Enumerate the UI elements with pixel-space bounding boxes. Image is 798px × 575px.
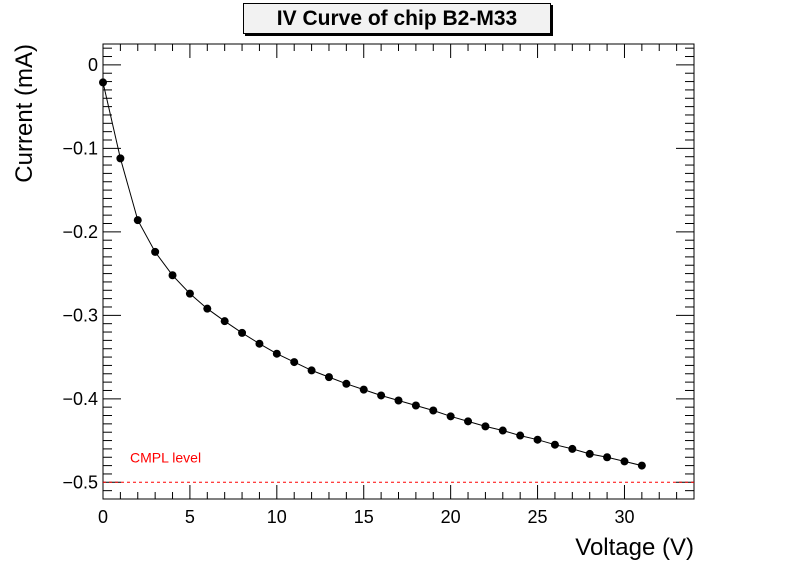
iv-data-point bbox=[203, 304, 212, 313]
iv-data-point bbox=[568, 444, 577, 453]
x-tick-label: 0 bbox=[98, 507, 108, 527]
iv-data-point bbox=[603, 453, 612, 462]
iv-data-point bbox=[116, 154, 125, 163]
x-tick-label: 30 bbox=[614, 507, 634, 527]
iv-data-point bbox=[238, 328, 247, 337]
iv-data-point bbox=[220, 317, 229, 326]
y-tick-label: −0.3 bbox=[62, 305, 98, 325]
iv-data-point bbox=[307, 366, 316, 375]
x-tick-label: 5 bbox=[185, 507, 195, 527]
iv-data-point bbox=[464, 417, 473, 426]
iv-series-line bbox=[102, 82, 643, 467]
x-tick-label: 15 bbox=[354, 507, 374, 527]
iv-data-point bbox=[620, 457, 629, 466]
iv-data-point bbox=[151, 247, 160, 256]
iv-data-point bbox=[446, 412, 455, 421]
iv-data-point bbox=[394, 396, 403, 405]
iv-data-point bbox=[637, 461, 646, 470]
iv-data-point bbox=[481, 422, 490, 431]
iv-data-point bbox=[498, 426, 507, 435]
y-tick-label: 0 bbox=[88, 55, 98, 75]
iv-data-point bbox=[377, 391, 386, 400]
x-tick-label: 10 bbox=[267, 507, 287, 527]
iv-data-point bbox=[342, 379, 351, 388]
cmpl-level-label: CMPL level bbox=[130, 449, 201, 465]
iv-data-point bbox=[550, 440, 559, 449]
x-axis-label: Voltage (V) bbox=[575, 534, 694, 561]
iv-data-point bbox=[585, 449, 594, 458]
iv-data-point bbox=[324, 373, 333, 382]
iv-data-point bbox=[255, 339, 264, 348]
iv-data-point bbox=[168, 271, 177, 280]
iv-data-point bbox=[99, 78, 107, 87]
iv-data-point bbox=[533, 435, 542, 444]
iv-data-point bbox=[133, 216, 142, 225]
y-tick-label: −0.4 bbox=[62, 389, 98, 409]
iv-data-point bbox=[516, 431, 525, 440]
plot-frame bbox=[102, 43, 695, 500]
x-tick-label: 25 bbox=[528, 507, 548, 527]
y-axis-label: Current (mA) bbox=[11, 44, 38, 183]
chart-title: IV Curve of chip B2-M33 bbox=[243, 3, 551, 34]
iv-data-point bbox=[272, 349, 281, 358]
iv-data-point bbox=[429, 406, 438, 415]
iv-data-point bbox=[185, 289, 194, 298]
y-tick-label: −0.2 bbox=[62, 222, 98, 242]
y-tick-label: −0.5 bbox=[62, 472, 98, 492]
iv-data-point bbox=[411, 401, 420, 410]
iv-data-point bbox=[290, 358, 299, 367]
y-tick-label: −0.1 bbox=[62, 138, 98, 158]
x-tick-label: 20 bbox=[441, 507, 461, 527]
iv-data-point bbox=[359, 385, 368, 394]
chart-title-text: IV Curve of chip B2-M33 bbox=[276, 6, 518, 30]
